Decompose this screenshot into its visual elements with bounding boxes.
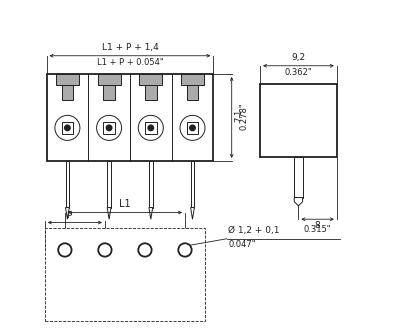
Bar — [45, 227, 205, 321]
Polygon shape — [66, 208, 69, 219]
Text: 7,1: 7,1 — [234, 109, 243, 122]
Bar — [145, 85, 157, 100]
Bar — [294, 157, 302, 198]
Text: 0.362": 0.362" — [285, 68, 312, 77]
Text: 9,2: 9,2 — [291, 53, 306, 62]
Text: 0.278": 0.278" — [239, 102, 248, 130]
Bar — [187, 85, 198, 100]
Bar — [66, 161, 69, 208]
Polygon shape — [191, 208, 194, 219]
Text: L1 + P + 0.054": L1 + P + 0.054" — [97, 58, 163, 67]
Polygon shape — [107, 208, 111, 219]
Bar — [62, 122, 73, 134]
Text: P: P — [66, 211, 72, 220]
Text: 0.047": 0.047" — [228, 241, 256, 250]
Circle shape — [65, 125, 70, 131]
Circle shape — [148, 125, 154, 131]
Bar — [191, 161, 194, 208]
Bar — [46, 74, 213, 161]
Polygon shape — [294, 198, 302, 206]
Bar — [187, 122, 198, 134]
Bar — [260, 84, 337, 157]
Text: Ø 1,2 + 0,1: Ø 1,2 + 0,1 — [228, 226, 280, 236]
Bar — [107, 161, 111, 208]
Bar — [56, 74, 79, 85]
Bar — [103, 85, 115, 100]
Bar — [139, 74, 162, 85]
Bar — [62, 85, 73, 100]
Circle shape — [190, 125, 195, 131]
Bar — [149, 161, 153, 208]
Bar — [181, 74, 204, 85]
Polygon shape — [149, 208, 153, 219]
Circle shape — [106, 125, 112, 131]
Bar — [98, 74, 120, 85]
Bar — [103, 122, 115, 134]
Text: 0.315": 0.315" — [304, 225, 331, 234]
Text: L1: L1 — [119, 199, 131, 208]
Text: L1 + P + 1,4: L1 + P + 1,4 — [102, 43, 158, 52]
Bar — [145, 122, 157, 134]
Text: 8: 8 — [315, 221, 320, 230]
